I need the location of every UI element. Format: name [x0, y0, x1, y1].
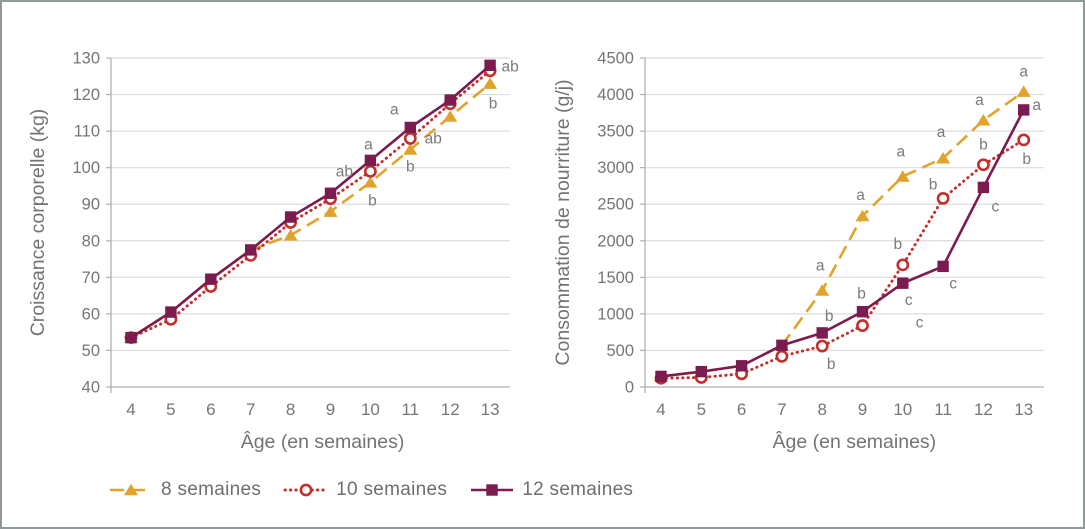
svg-text:b: b [406, 158, 415, 175]
svg-text:9: 9 [858, 400, 867, 419]
svg-text:c: c [905, 292, 913, 309]
solid-square-legend-icon [471, 484, 514, 496]
svg-text:80: 80 [82, 232, 100, 250]
svg-text:b: b [827, 356, 836, 373]
svg-text:c: c [916, 315, 924, 332]
svg-text:4: 4 [656, 400, 665, 419]
svg-text:c: c [992, 198, 1000, 215]
svg-text:110: 110 [74, 123, 100, 141]
svg-text:Croissance corporelle (kg): Croissance corporelle (kg) [27, 109, 49, 337]
svg-text:12: 12 [441, 400, 460, 419]
feed-consumption-chart: 0 500 1000 1500 2000 2500 3000 3500 4000 4500 4 5 6 7… [552, 50, 1044, 453]
svg-text:90: 90 [82, 196, 100, 214]
svg-text:2000: 2000 [597, 232, 634, 250]
svg-text:6: 6 [206, 400, 215, 419]
svg-text:50: 50 [82, 342, 100, 360]
svg-text:40: 40 [82, 379, 100, 397]
svg-text:b: b [1022, 151, 1031, 168]
body-growth-chart: 40 50 60 70 80 90 100 110 120 130 4 5 6 7 8 9 10 11 12 13 Âg… [27, 50, 519, 454]
svg-text:a: a [937, 124, 946, 141]
svg-text:11: 11 [401, 400, 419, 419]
legend-item-10-semaines: 10 semaines [283, 479, 447, 501]
svg-text:1000: 1000 [597, 305, 634, 323]
svg-text:a: a [364, 136, 373, 153]
svg-text:a: a [390, 101, 399, 118]
svg-text:2500: 2500 [597, 196, 634, 214]
svg-text:a: a [975, 92, 984, 109]
svg-text:a: a [856, 187, 865, 204]
svg-text:3500: 3500 [597, 123, 634, 141]
svg-text:b: b [368, 192, 377, 209]
svg-text:b: b [489, 96, 498, 113]
svg-text:a: a [896, 143, 905, 160]
svg-text:4: 4 [126, 400, 135, 419]
svg-text:1500: 1500 [597, 269, 634, 287]
svg-text:5: 5 [166, 400, 175, 419]
svg-text:60: 60 [82, 305, 100, 323]
svg-text:a: a [816, 257, 825, 274]
svg-text:100: 100 [72, 159, 100, 177]
svg-text:4000: 4000 [597, 86, 634, 104]
svg-text:8: 8 [286, 400, 295, 419]
svg-text:10: 10 [893, 400, 912, 419]
svg-text:9: 9 [326, 400, 335, 419]
svg-text:ab: ab [425, 130, 442, 147]
svg-text:4500: 4500 [597, 50, 634, 68]
svg-text:13: 13 [481, 400, 500, 419]
svg-text:7: 7 [246, 400, 255, 419]
legend-label-10-semaines: 10 semaines [336, 479, 448, 500]
svg-text:b: b [929, 176, 938, 193]
svg-text:b: b [857, 286, 866, 303]
svg-text:b: b [893, 236, 902, 253]
legend-item-8-semaines: 8 semaines [108, 479, 261, 501]
svg-text:b: b [825, 308, 834, 325]
svg-text:5: 5 [697, 400, 706, 419]
svg-text:8: 8 [817, 400, 826, 419]
svg-text:a: a [1019, 64, 1028, 81]
svg-text:500: 500 [606, 342, 634, 360]
legend-item-12-semaines: 12 semaines [469, 479, 633, 501]
svg-text:13: 13 [1014, 400, 1033, 419]
svg-text:ab: ab [501, 58, 518, 75]
legend-label-8-semaines: 8 semaines [161, 479, 262, 500]
svg-text:a: a [1032, 97, 1041, 114]
svg-text:70: 70 [82, 269, 100, 287]
legend-label-12-semaines: 12 semaines [522, 479, 634, 500]
svg-text:Âge (en semaines): Âge (en semaines) [241, 430, 405, 453]
svg-text:10: 10 [361, 400, 380, 419]
svg-text:b: b [979, 137, 988, 154]
svg-text:ab: ab [336, 163, 353, 180]
svg-text:6: 6 [737, 400, 746, 419]
svg-text:120: 120 [72, 86, 100, 104]
svg-text:3000: 3000 [597, 159, 634, 177]
svg-text:12: 12 [974, 400, 993, 419]
svg-text:7: 7 [777, 400, 786, 419]
dotted-circle-legend-icon [283, 483, 329, 497]
svg-text:0: 0 [625, 379, 634, 397]
svg-text:Consommation de nourriture (g/: Consommation de nourriture (g/j) [552, 79, 574, 365]
svg-text:11: 11 [934, 400, 952, 419]
svg-text:Âge (en semaines): Âge (en semaines) [773, 430, 937, 453]
dashed-triangle-legend-icon [110, 483, 152, 496]
legend: 8 semaines 10 semaines 12 semaines [108, 479, 633, 501]
svg-text:130: 130 [72, 50, 100, 68]
svg-text:c: c [949, 275, 957, 292]
